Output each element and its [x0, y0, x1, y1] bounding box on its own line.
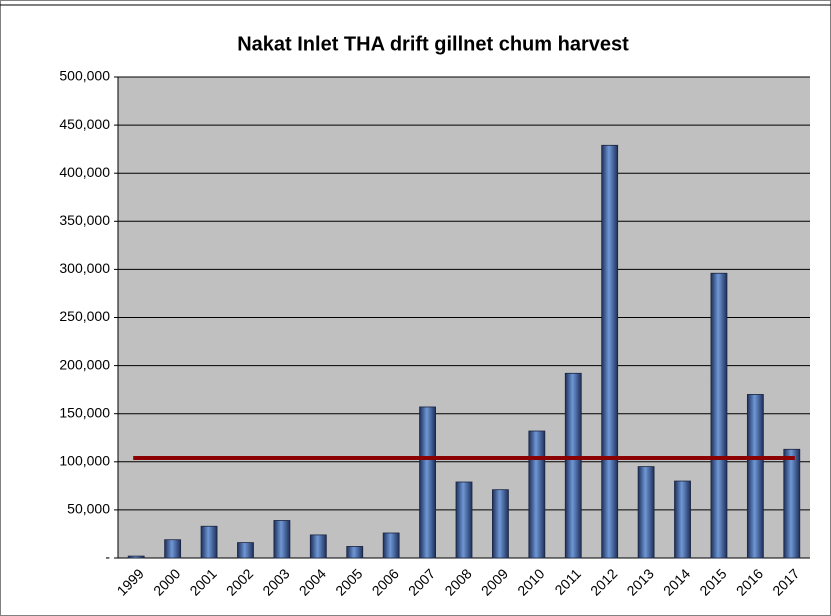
- bar: [164, 539, 182, 559]
- y-tick-label: 500,000: [59, 68, 110, 84]
- y-tick-label: 450,000: [59, 116, 110, 132]
- bar: [528, 430, 546, 559]
- y-tick-label: 350,000: [59, 212, 110, 228]
- bar: [564, 372, 582, 559]
- bar: [273, 520, 291, 559]
- bar: [309, 534, 327, 559]
- bar: [492, 489, 509, 559]
- bar: [746, 394, 764, 559]
- bar: [637, 466, 655, 559]
- bar: [237, 542, 254, 559]
- chart-title: Nakat Inlet THA drift gillnet chum harve…: [237, 33, 629, 55]
- y-tick-label: -: [105, 549, 110, 565]
- y-tick-label: 100,000: [59, 453, 110, 469]
- bar: [419, 406, 436, 559]
- bar: [127, 555, 145, 559]
- bar: [783, 448, 801, 559]
- bar: [200, 525, 218, 559]
- bar: [455, 481, 473, 559]
- y-tick-label: 200,000: [59, 356, 110, 372]
- y-tick-label: 50,000: [67, 501, 110, 517]
- bar: [382, 532, 400, 559]
- y-tick-label: 150,000: [59, 404, 110, 420]
- bar: [710, 272, 728, 559]
- y-tick-label: 400,000: [59, 164, 110, 180]
- bar: [346, 546, 364, 559]
- bar: [601, 144, 619, 559]
- y-tick-label: 250,000: [59, 308, 110, 324]
- bar: [674, 480, 691, 559]
- y-tick-label: 300,000: [59, 260, 110, 276]
